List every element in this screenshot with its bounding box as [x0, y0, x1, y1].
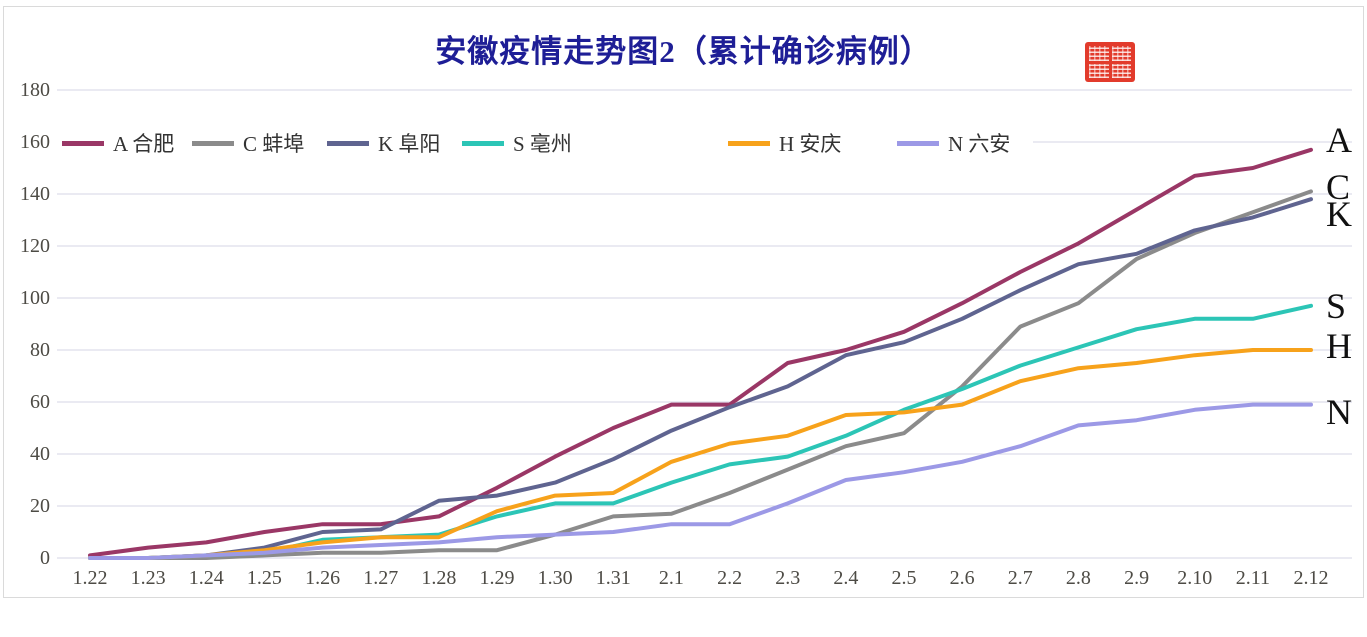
x-tick-label: 2.5 [891, 567, 917, 589]
chart-frame [3, 6, 1364, 598]
legend-label: S 亳州 [513, 132, 572, 156]
seal-glyph [1089, 63, 1109, 78]
x-tick-label: 1.23 [130, 567, 166, 589]
legend-label: K 阜阳 [378, 132, 441, 156]
legend-item-K: K 阜阳 [327, 128, 440, 158]
x-tick-label: 2.12 [1293, 567, 1329, 589]
x-tick-label: 1.22 [72, 567, 108, 589]
seal-glyph [1089, 46, 1109, 61]
x-tick-label: 2.9 [1124, 567, 1150, 589]
y-tick-label: 140 [20, 183, 50, 205]
legend-item-N: N 六安 [897, 128, 1010, 158]
series-end-label-K: K [1326, 194, 1352, 235]
y-tick-label: 120 [20, 235, 50, 257]
x-tick-label: 2.11 [1235, 567, 1270, 589]
y-tick-label: 180 [20, 79, 50, 101]
chart-title: 安徽疫情走势图2（累计确诊病例） [435, 34, 932, 69]
x-tick-label: 2.3 [775, 567, 801, 589]
series-end-label-A: A [1326, 119, 1352, 160]
legend-swatch-A [62, 140, 104, 146]
series-end-label-C: C [1326, 167, 1351, 208]
y-tick-label: 20 [30, 495, 50, 517]
legend-item-A: A 合肥 [62, 128, 174, 158]
legend-item-H: H 安庆 [728, 128, 841, 158]
legend-item-C: C 蚌埠 [192, 128, 304, 158]
y-tick-label: 80 [30, 339, 50, 361]
series-line-A [88, 147, 1313, 558]
x-tick-label: 2.7 [1007, 567, 1033, 589]
legend-label: C 蚌埠 [243, 132, 305, 156]
x-tick-label: 2.6 [949, 567, 975, 589]
legend: A 合肥 C 蚌埠 K 阜阳 S 亳州 H 安庆 N 六安 [55, 128, 1033, 158]
y-tick-label: 60 [30, 391, 50, 413]
x-tick-label: 1.31 [595, 567, 631, 589]
x-tick-label: 1.27 [363, 567, 399, 589]
y-tick-label: 100 [20, 287, 50, 309]
x-tick-label: 2.10 [1177, 567, 1213, 589]
legend-label: N 六安 [948, 132, 1011, 156]
y-tick-label: 160 [20, 131, 50, 153]
series-end-label-N: N [1326, 391, 1352, 432]
x-tick-label: 1.29 [479, 567, 515, 589]
y-tick-label: 40 [30, 443, 50, 465]
legend-label: A 合肥 [113, 132, 175, 156]
legend-swatch-H [728, 140, 770, 146]
series-line-C [88, 189, 1313, 560]
series-end-label-H: H [1326, 326, 1352, 366]
x-tick-label: 2.2 [717, 567, 743, 589]
x-tick-label: 1.24 [188, 567, 224, 589]
x-tick-label: 2.8 [1065, 567, 1091, 589]
legend-swatch-C [192, 140, 234, 146]
legend-label: H 安庆 [779, 132, 842, 156]
seal-stamp [1085, 42, 1135, 82]
series-line-N [88, 402, 1313, 560]
series-end-label-S: S [1326, 285, 1347, 326]
x-tick-label: 1.30 [537, 567, 573, 589]
x-tick-label: 2.4 [833, 567, 859, 589]
x-tick-label: 2.1 [658, 567, 684, 589]
seal-glyph [1111, 46, 1131, 61]
legend-swatch-K [327, 140, 369, 146]
legend-swatch-N [897, 140, 939, 146]
y-tick-label: 0 [40, 547, 50, 569]
legend-item-S: S 亳州 [462, 128, 572, 158]
legend-swatch-S [462, 140, 504, 146]
series-line-K [88, 197, 1313, 560]
series-line-S [88, 303, 1313, 560]
x-tick-label: 1.25 [246, 567, 282, 589]
seal-glyph [1111, 63, 1131, 78]
series-line-H [88, 348, 1313, 560]
x-tick-label: 1.26 [305, 567, 341, 589]
x-tick-label: 1.28 [421, 567, 457, 589]
